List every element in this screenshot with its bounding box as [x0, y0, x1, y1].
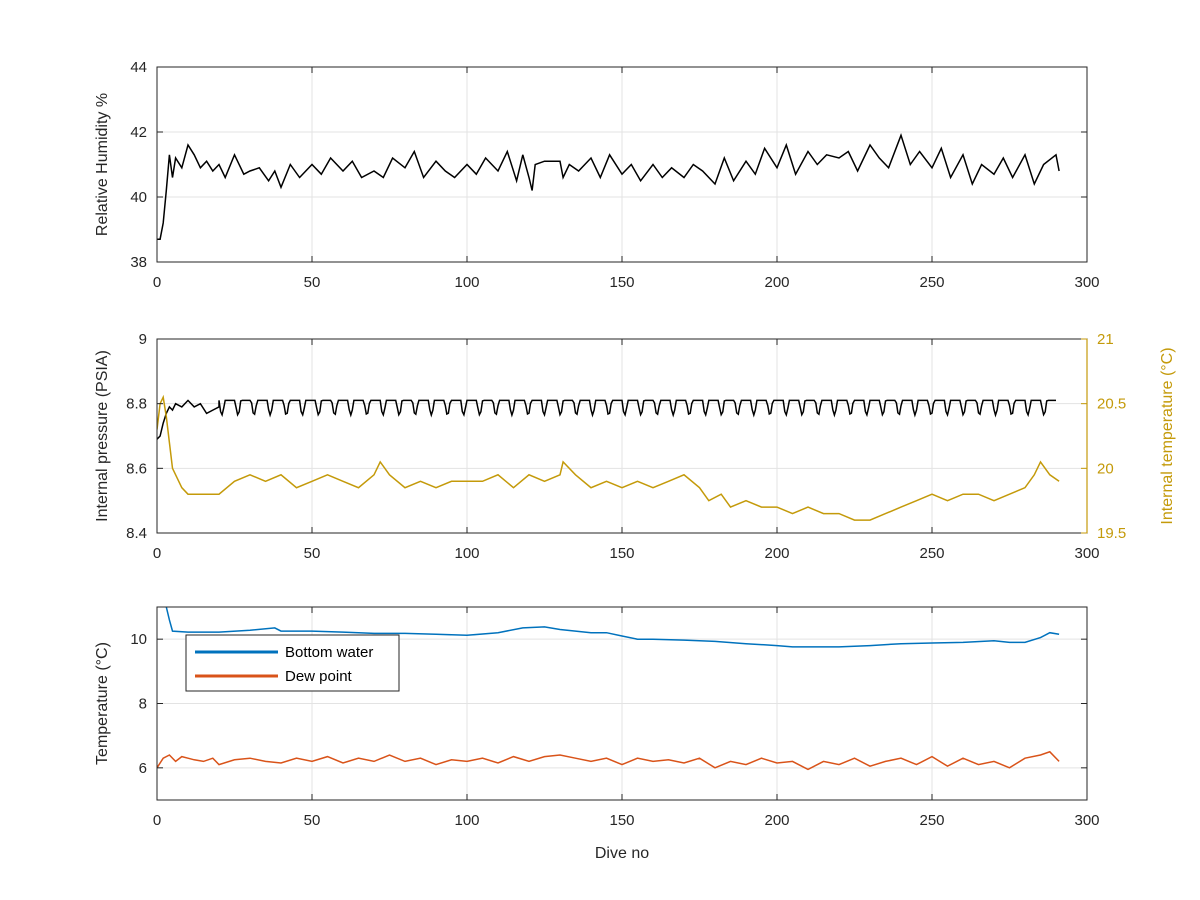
series-line-0	[157, 133, 1060, 240]
x-tick-label: 200	[764, 274, 789, 291]
x-tick-label: 150	[609, 812, 634, 829]
dew-point-line	[157, 750, 1060, 771]
y2-tick-label: 21	[1097, 331, 1114, 348]
y-tick-label: 38	[130, 254, 147, 271]
y-tick-label: 44	[130, 59, 147, 76]
bottom-water-line	[165, 607, 1060, 648]
y2-tick-label: 20.5	[1097, 396, 1126, 413]
series-line-1	[157, 394, 1060, 521]
x-tick-label: 100	[454, 545, 479, 562]
x-tick-label: 50	[304, 545, 321, 562]
x-tick-label: 150	[609, 274, 634, 291]
y-tick-label: 40	[130, 189, 147, 206]
humidity-plot: 0 50 100 150 200 250 300 38 40 42 44 Relative Humid…	[94, 59, 1100, 291]
x-tick-label: 250	[919, 545, 944, 562]
y-tick-label: 42	[130, 124, 147, 141]
x-tick-label: 0	[153, 274, 161, 291]
series-line-0	[157, 399, 1056, 440]
y-tick-label: 8.8	[126, 396, 147, 413]
x-axis-label: Dive no	[595, 845, 649, 862]
y-axis-label: Relative Humidity %	[94, 93, 111, 236]
temperature-plot: 0 50 100 150 200 250 300 6 8 10 Temperature (°C) Di…	[94, 606, 1100, 862]
y-axis-label: Internal pressure (PSIA)	[94, 350, 111, 522]
x-tick-label: 0	[153, 545, 161, 562]
y-tick-label: 8	[139, 696, 147, 713]
y-tick-label: 8.6	[126, 460, 147, 477]
y-tick-label: 6	[139, 760, 147, 777]
x-tick-label: 100	[454, 812, 479, 829]
y-tick-label: 10	[130, 631, 147, 648]
x-tick-label: 200	[764, 812, 789, 829]
y-tick-label: 8.4	[126, 525, 147, 542]
x-tick-label: 0	[153, 812, 161, 829]
x-tick-label: 50	[304, 274, 321, 291]
legend-label: Dew point	[285, 668, 353, 685]
legend: Bottom water Dew point	[185, 634, 400, 692]
y2-tick-label: 20	[1097, 460, 1114, 477]
pressure-plot: 0 50 100 150 200 250 300 8.4 8.6 8.8 9 Internal pre…	[94, 331, 1176, 562]
y2-tick-label: 19.5	[1097, 525, 1126, 542]
y-tick-label: 9	[139, 331, 147, 348]
x-tick-label: 200	[764, 545, 789, 562]
x-tick-label: 150	[609, 545, 634, 562]
legend-label: Bottom water	[285, 644, 373, 661]
x-tick-label: 250	[919, 274, 944, 291]
x-tick-label: 100	[454, 274, 479, 291]
x-tick-label: 250	[919, 812, 944, 829]
y2-axis-label: Internal temperature (°C)	[1159, 347, 1176, 524]
x-tick-label: 300	[1074, 274, 1099, 291]
legend-box	[185, 634, 400, 692]
x-tick-label: 300	[1074, 812, 1099, 829]
x-tick-label: 50	[304, 812, 321, 829]
y-axis-label: Temperature (°C)	[94, 642, 111, 765]
x-tick-label: 300	[1074, 545, 1099, 562]
